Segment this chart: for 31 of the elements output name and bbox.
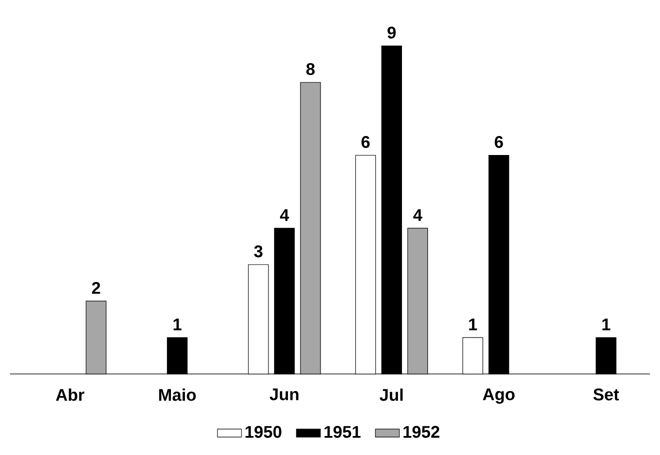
legend-label: 1952 [404,426,440,438]
data-label: 1 [174,318,182,330]
bar [596,337,616,374]
bar [300,82,321,374]
data-label: 6 [494,136,503,148]
x-tick-label: Jun [270,388,298,400]
data-label: 1 [469,318,478,330]
data-label: 3 [254,245,262,258]
bar [274,228,295,374]
data-label: 1 [602,318,610,330]
bar [488,154,510,374]
bar [355,154,376,374]
data-label: 6 [362,136,370,148]
x-tick-label: Ago [482,388,515,404]
legend-label: 1950 [246,426,282,438]
x-tick-label: Maio [159,388,196,401]
data-label: 8 [306,63,315,76]
legend-label: 1951 [324,426,361,438]
bar [407,228,428,374]
data-label: 9 [388,26,396,39]
bar [462,337,484,374]
bar [86,300,106,374]
x-tick-label: Abr [56,388,84,401]
bar [166,337,188,374]
bar [248,264,269,374]
bar [381,46,402,374]
data-label: 4 [280,209,290,221]
x-tick-label: Set [593,388,619,400]
x-tick-label: Jul [380,388,403,401]
data-label: 4 [413,209,422,221]
data-label: 2 [92,282,100,294]
